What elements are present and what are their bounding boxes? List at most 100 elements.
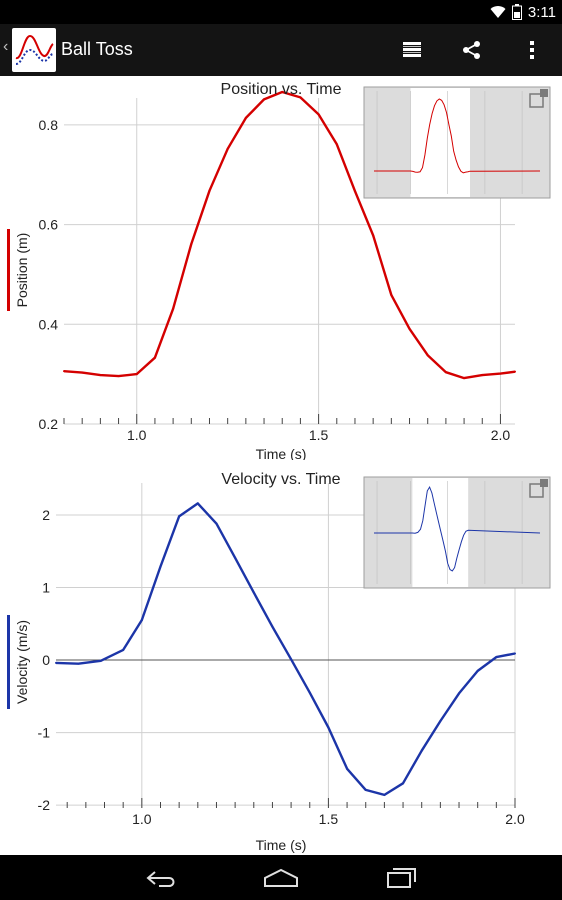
data-point [426, 354, 429, 357]
data-point [172, 307, 175, 310]
data-point [308, 691, 311, 694]
data-point [63, 370, 65, 373]
data-point [372, 234, 375, 237]
data-point [55, 661, 57, 664]
data-point [317, 113, 320, 116]
x-tick-label: 1.0 [127, 427, 147, 443]
data-point [234, 556, 237, 559]
data-point [439, 719, 442, 722]
data-point [208, 189, 211, 192]
data-point [77, 662, 80, 665]
data-point [327, 726, 330, 729]
data-point [481, 374, 484, 377]
data-point [299, 96, 302, 99]
data-point [364, 788, 367, 791]
y-tick-label: 2 [42, 507, 50, 523]
y-tick-label: -2 [38, 797, 51, 813]
share-icon [463, 41, 480, 59]
data-point [514, 652, 516, 655]
data-point [159, 565, 162, 568]
y-tick-label: 0.4 [39, 316, 59, 332]
status-time: 3:11 [527, 3, 556, 21]
app-logo-icon[interactable] [12, 28, 56, 72]
data-point [252, 591, 255, 594]
y-tick-label: 0.6 [39, 217, 59, 233]
thumbnail-trace [374, 485, 541, 572]
y-axis-color-bar [7, 229, 10, 311]
data-point [281, 90, 284, 93]
data-point [196, 502, 199, 505]
overflow-menu-button[interactable] [514, 32, 550, 68]
x-axis-title: Time (s) [256, 837, 307, 853]
data-point [122, 648, 125, 651]
expand-icon[interactable] [529, 93, 544, 108]
x-tick-label: 2.0 [491, 427, 511, 443]
data-point [81, 371, 84, 374]
data-point [99, 659, 102, 662]
x-tick-label: 1.5 [319, 811, 339, 827]
home-button[interactable] [251, 861, 311, 895]
home-icon [264, 868, 298, 887]
expand-icon-corner [540, 89, 548, 97]
data-point [514, 370, 516, 373]
data-point [402, 782, 405, 785]
chart-title: Velocity vs. Time [221, 471, 340, 488]
data-point [271, 625, 274, 628]
data-point [495, 656, 498, 659]
up-chevron-icon[interactable]: ‹ [3, 38, 9, 55]
data-point [178, 515, 181, 518]
thumbnail-selection [410, 88, 471, 197]
data-point [420, 749, 423, 752]
data-point [390, 293, 393, 296]
overview-thumbnail[interactable] [363, 476, 551, 589]
overview-thumbnail[interactable] [363, 86, 551, 199]
data-point [444, 371, 447, 374]
list-view-icon [403, 42, 421, 57]
data-point [153, 356, 156, 359]
y-tick-label: 0 [42, 652, 50, 668]
recent-apps-button[interactable] [371, 861, 431, 895]
data-point [335, 143, 338, 146]
velocity-chart: 1.0 1.5 2.0 -2 -1 0 1 2 Velocity vs. Time Time (s… [7, 471, 551, 853]
navigation-bar [0, 855, 562, 900]
y-axis-title: Position (m) [14, 233, 30, 308]
data-point [226, 147, 229, 150]
data-point [499, 372, 502, 375]
share-button[interactable] [454, 32, 490, 68]
data-point [99, 374, 102, 377]
recent-apps-icon [387, 868, 416, 888]
back-button[interactable] [131, 861, 191, 895]
expand-icon[interactable] [529, 483, 544, 498]
data-point [140, 619, 143, 622]
wifi-icon [490, 6, 506, 19]
data-point [463, 377, 466, 380]
x-tick-label: 1.0 [132, 811, 152, 827]
data-point [215, 522, 218, 525]
position-chart: 1.0 1.5 2.0 0.2 0.4 0.6 0.8 Position vs. Time Ti… [7, 81, 551, 460]
back-icon [146, 871, 175, 887]
y-tick-label: 1 [42, 579, 50, 595]
data-point [458, 692, 461, 695]
x-axis-title: Time (s) [256, 446, 307, 460]
data-point [117, 375, 120, 378]
y-axis-color-bar [7, 615, 10, 709]
y-tick-label: 0.8 [39, 117, 59, 133]
thumbnail-selection [412, 478, 469, 587]
data-point [190, 243, 193, 246]
data-point [476, 669, 479, 672]
data-point [408, 327, 411, 330]
data-point [290, 658, 293, 661]
y-tick-label: 0.2 [39, 416, 59, 432]
data-point [346, 767, 349, 770]
status-icons: 3:11 [490, 0, 556, 24]
data-point [244, 116, 247, 119]
expand-icon-corner [540, 479, 548, 487]
y-axis-title: Velocity (m/s) [14, 620, 30, 704]
series-line [63, 90, 516, 380]
status-bar: 3:11 [0, 0, 562, 24]
overflow-menu-icon [530, 41, 534, 59]
thumbnail-trace [374, 98, 541, 174]
list-view-button[interactable] [394, 32, 430, 68]
battery-icon [511, 4, 522, 20]
data-point [353, 190, 356, 193]
